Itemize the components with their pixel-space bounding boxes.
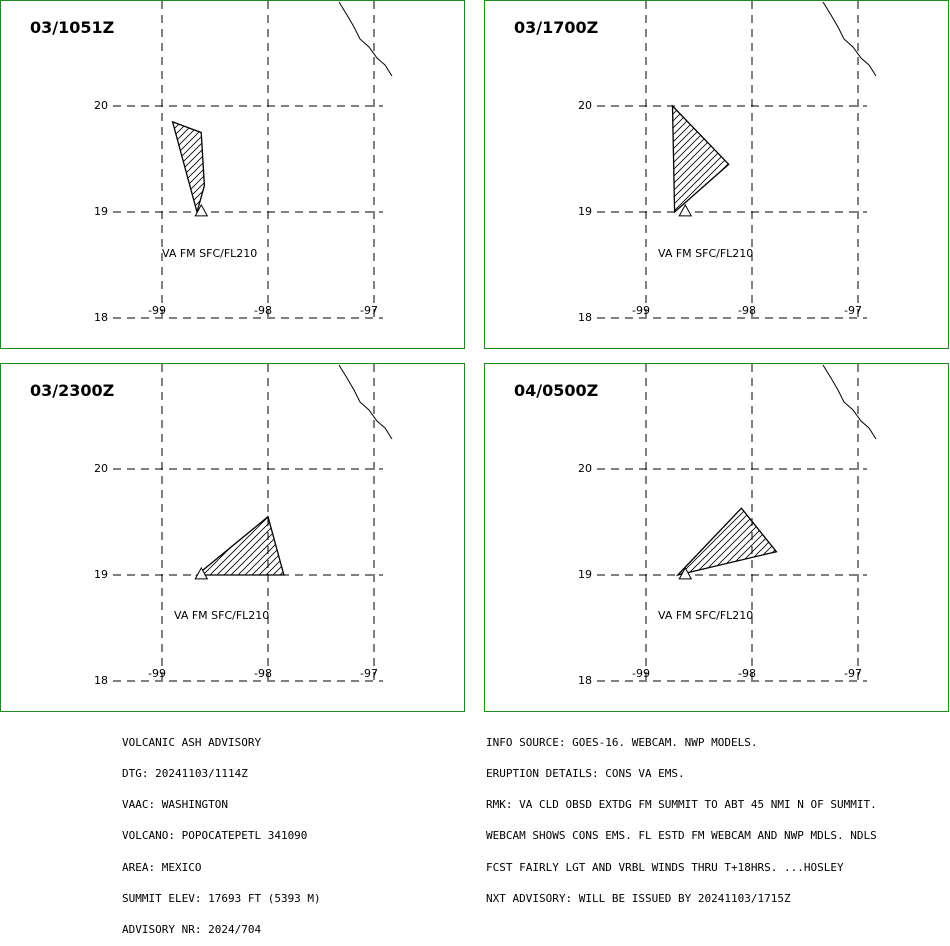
ash-cloud-polygon (171, 120, 206, 215)
advisory-line: RMK: VA CLD OBSD EXTDG FM SUMMIT TO ABT … (486, 798, 877, 812)
advisory-line: DTG: 20241103/1114Z (122, 767, 248, 781)
longitude-label: -98 (738, 667, 756, 680)
longitude-label: -97 (844, 304, 862, 317)
coastline (822, 1, 877, 77)
ash-cloud-polygon (195, 515, 285, 576)
latitude-label: 20 (94, 462, 108, 475)
longitude-label: -99 (148, 667, 166, 680)
advisory-line: NXT ADVISORY: WILL BE ISSUED BY 20241103… (486, 891, 791, 905)
panel-time-label: 03/1051Z (30, 18, 115, 37)
map-canvas-4 (597, 364, 877, 682)
volcano-icon (678, 203, 693, 217)
latitude-label: 19 (578, 568, 592, 581)
panel-time-label: 03/2300Z (30, 381, 115, 400)
latitude-label: 19 (578, 205, 592, 218)
volcano-icon (194, 203, 209, 217)
latitude-label: 18 (94, 674, 108, 687)
va-level-label: VA FM SFC/FL210 (162, 247, 258, 260)
latitude-label: 20 (94, 99, 108, 112)
longitude-label: -99 (632, 304, 650, 317)
latitude-label: 18 (578, 311, 592, 324)
advisory-line: SUMMIT ELEV: 17693 FT (5393 M) (122, 891, 321, 905)
coastline (822, 364, 877, 440)
advisory-line: AREA: MEXICO (122, 860, 202, 874)
coastline (338, 364, 393, 440)
coastline (338, 1, 393, 77)
longitude-label: -98 (254, 304, 272, 317)
advisory-line: VOLCANO: POPOCATEPETL 341090 (122, 829, 308, 843)
va-level-label: VA FM SFC/FL210 (174, 609, 270, 622)
ash-cloud-polygon (675, 507, 778, 577)
advisory-line: ERUPTION DETAILS: CONS VA EMS. (486, 767, 685, 781)
forecast-panel-1: 03/1051Z VA FM SFC/FL210 20 19 18 -99 -98 -97 (0, 0, 465, 349)
latitude-label: 20 (578, 462, 592, 475)
advisory-info-right: INFO SOURCE: GOES-16. WEBCAM. NWP MODELS… (486, 717, 877, 915)
advisory-info-left: VOLCANIC ASH ADVISORY DTG: 20241103/1114… (122, 717, 321, 946)
longitude-label: -99 (632, 667, 650, 680)
ash-cloud-polygon (671, 104, 730, 214)
longitude-label: -97 (360, 304, 378, 317)
advisory-line: VAAC: WASHINGTON (122, 798, 228, 812)
map-canvas-1 (113, 1, 393, 319)
latitude-label: 18 (578, 674, 592, 687)
latitude-label: 20 (578, 99, 592, 112)
panel-time-label: 03/1700Z (514, 18, 599, 37)
advisory-line: ADVISORY NR: 2024/704 (122, 923, 262, 937)
map-canvas-3 (113, 364, 393, 682)
longitude-label: -99 (148, 304, 166, 317)
longitude-label: -98 (738, 304, 756, 317)
va-level-label: VA FM SFC/FL210 (658, 609, 754, 622)
advisory-line: VOLCANIC ASH ADVISORY (122, 735, 262, 749)
longitude-label: -97 (844, 667, 862, 680)
map-canvas-2 (597, 1, 877, 319)
advisory-line: FCST FAIRLY LGT AND VRBL WINDS THRU T+18… (486, 860, 844, 874)
panel-time-label: 04/0500Z (514, 381, 599, 400)
latitude-label: 18 (94, 311, 108, 324)
volcano-icon (194, 566, 209, 580)
longitude-label: -97 (360, 667, 378, 680)
volcano-icon (678, 566, 693, 580)
advisory-line: INFO SOURCE: GOES-16. WEBCAM. NWP MODELS… (486, 735, 758, 749)
latitude-label: 19 (94, 568, 108, 581)
longitude-label: -98 (254, 667, 272, 680)
latitude-label: 19 (94, 205, 108, 218)
forecast-panel-2: 03/1700Z VA FM SFC/FL210 20 19 18 -99 -98 -97 (484, 0, 949, 349)
va-level-label: VA FM SFC/FL210 (658, 247, 754, 260)
forecast-panel-4: 04/0500Z VA FM SFC/FL210 20 19 18 -99 -98 -97 (484, 363, 949, 712)
forecast-panel-3: 03/2300Z VA FM SFC/FL210 20 19 18 -99 -98 -97 (0, 363, 465, 712)
advisory-line: WEBCAM SHOWS CONS EMS. FL ESTD FM WEBCAM… (486, 829, 877, 843)
